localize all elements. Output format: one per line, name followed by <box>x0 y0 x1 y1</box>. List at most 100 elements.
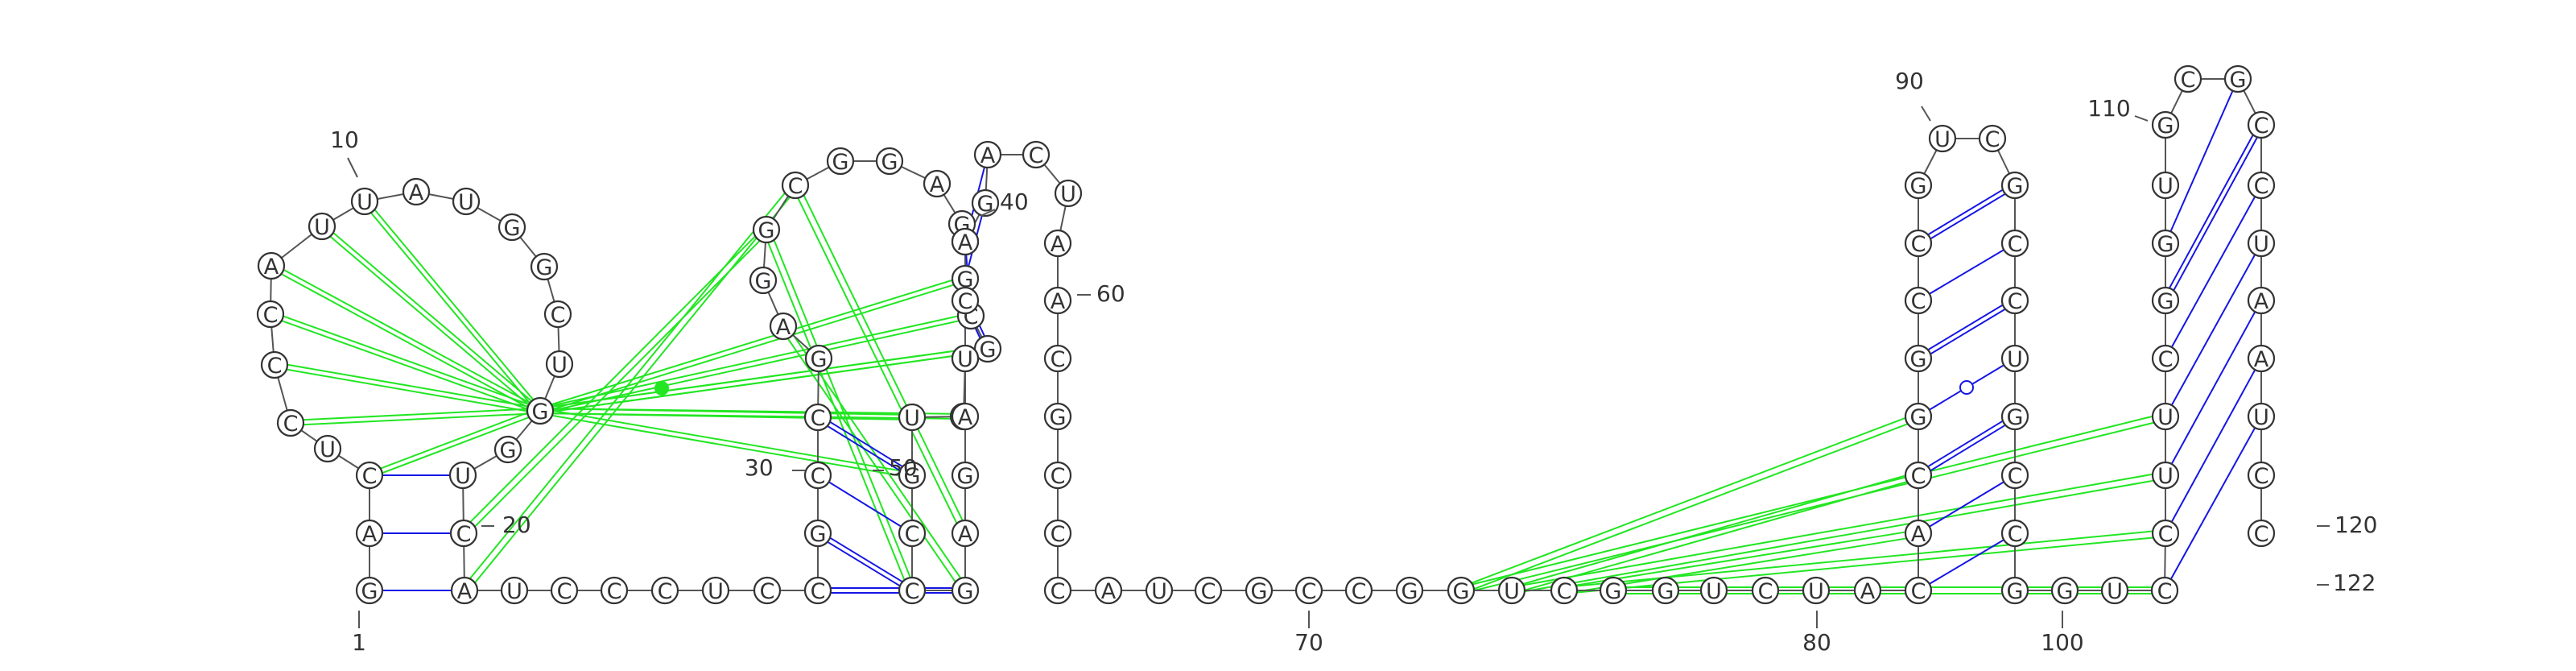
position-label-20: 20 <box>502 512 531 538</box>
nucleotide-letter: G <box>980 338 997 362</box>
nucleotide-67: C <box>1045 520 1071 547</box>
nucleotide-112: U <box>2153 172 2178 199</box>
nucleotide-letter: C <box>607 579 622 604</box>
nucleotide-letter: A <box>980 143 996 168</box>
nucleotide-116: C <box>2248 112 2274 139</box>
nucleotide-77: U <box>1499 578 1525 604</box>
nucleotide-106: C <box>2153 520 2178 547</box>
nucleotide-95: G <box>2002 172 2028 199</box>
position-labels: 1 10 20 30 40 50 60 70 80 90 100 110 120… <box>330 68 2377 656</box>
nucleotide-29: G <box>805 520 831 547</box>
base-pair-gc <box>1920 188 2017 246</box>
nucleotide-92: G <box>1905 172 1931 199</box>
nucleotide-letter: C <box>905 522 920 547</box>
nucleotide-letter: U <box>1808 579 1824 604</box>
tertiary-interaction-line <box>539 346 988 408</box>
nucleotide-83: U <box>1803 578 1829 604</box>
tertiary-interaction-line <box>270 268 539 413</box>
nucleotide-letter: A <box>776 315 791 340</box>
tertiary-dot <box>654 381 669 396</box>
nucleotide-letter: C <box>811 579 826 604</box>
tertiary-interaction-line <box>272 263 540 408</box>
nucleotide-letter: G <box>1453 579 1470 604</box>
nucleotide-3: C <box>357 462 382 489</box>
nucleotide-letter: A <box>1051 289 1066 314</box>
nucleotide-letter: G <box>957 579 974 604</box>
nucleotide-50: C <box>899 578 925 604</box>
base-pair-au <box>1918 475 2015 533</box>
nucleotide-120: A <box>2248 346 2274 372</box>
nucleotide-93: U <box>1930 126 1955 152</box>
nucleotide-letter: C <box>2181 68 2196 93</box>
nucleotide-11: A <box>403 179 429 205</box>
nucleotide-letter: G <box>1657 579 1674 604</box>
nucleotide-letter: G <box>1050 405 1067 430</box>
nucleotide-letter: A <box>1051 232 1066 257</box>
nucleotide-letter: U <box>2007 347 2023 372</box>
nucleotide-letter: C <box>2008 289 2023 314</box>
nucleotide-70: U <box>1146 578 1172 604</box>
nucleotide-58: G <box>972 190 998 217</box>
nucleotide-32: G <box>806 346 832 372</box>
nucleotide-letter: C <box>263 303 279 328</box>
nucleotide-14: G <box>531 254 557 280</box>
nucleotide-letter: U <box>1934 127 1951 152</box>
nucleotide-20: C <box>451 520 477 547</box>
nucleotide-100: C <box>2002 462 2028 489</box>
nucleotide-39: A <box>924 171 950 197</box>
nucleotide-letter: C <box>1051 464 1066 489</box>
nucleotide-letter: A <box>1911 522 1926 547</box>
nucleotide-letter: G <box>361 579 378 604</box>
nucleotide-23: C <box>551 578 577 604</box>
nucleotide-57: A <box>952 229 978 255</box>
tertiary-interaction-line <box>320 228 538 412</box>
nucleotide-35: G <box>753 217 779 243</box>
nucleotide-letter: C <box>2008 464 2023 489</box>
nucleotide-letter: U <box>2157 464 2174 489</box>
tertiary-interaction-line <box>539 351 988 413</box>
nucleotide-94: C <box>1979 126 2005 152</box>
nucleotide-letter: U <box>904 406 920 431</box>
position-label-30: 30 <box>745 454 774 481</box>
nucleotide-10: U <box>352 188 378 215</box>
nucleotide-51: G <box>952 578 978 604</box>
nucleotide-letter: U <box>314 215 330 240</box>
nucleotide-letter: C <box>1051 522 1066 547</box>
nucleotide-letter: A <box>958 230 973 255</box>
nucleotide-letter: C <box>1029 143 1044 168</box>
base-pair-gc <box>1920 303 2017 361</box>
tertiary-interaction-line <box>539 413 911 478</box>
base-pair-gc <box>1917 414 2013 473</box>
position-label-90: 90 <box>1895 68 1924 94</box>
nucleotide-64: C <box>1045 346 1071 372</box>
nucleotide-15: C <box>545 301 571 328</box>
nucleotide-18: G <box>495 437 521 463</box>
tertiary-interaction-line <box>1460 413 1918 587</box>
nucleotide-letter: C <box>267 354 283 379</box>
nucleotide-108: U <box>2153 404 2178 430</box>
nucleotide-letter: C <box>811 406 826 431</box>
nucleotide-letter: A <box>457 579 473 604</box>
nucleotide-letter: U <box>2157 174 2174 199</box>
nucleotide-66: C <box>1045 462 1071 489</box>
nucleotide-letter: C <box>1911 289 1926 314</box>
nucleotide-letter: C <box>905 579 920 604</box>
nucleotide-107: U <box>2153 462 2178 489</box>
nucleotide-letter: G <box>500 438 517 463</box>
nucleotide-12: U <box>453 188 479 215</box>
nucleotide-letter: C <box>2254 174 2269 199</box>
nucleotide-53: G <box>952 462 978 489</box>
nucleotide-87: C <box>1905 462 1931 489</box>
nucleotide-78: C <box>1551 578 1577 604</box>
base-pair-gc <box>1917 298 2013 356</box>
nucleotide-102: G <box>2002 578 2028 604</box>
nucleotide-68: C <box>1045 578 1071 604</box>
nucleotide-letter: C <box>1051 347 1066 372</box>
nucleotide-74: C <box>1346 578 1372 604</box>
nucleotide-113: G <box>2153 112 2178 139</box>
nucleotide-letter: A <box>1860 579 1876 604</box>
nucleotide-letter: U <box>506 579 522 604</box>
nucleotide-letter: C <box>456 522 472 547</box>
nucleotide-55: U <box>952 346 978 372</box>
